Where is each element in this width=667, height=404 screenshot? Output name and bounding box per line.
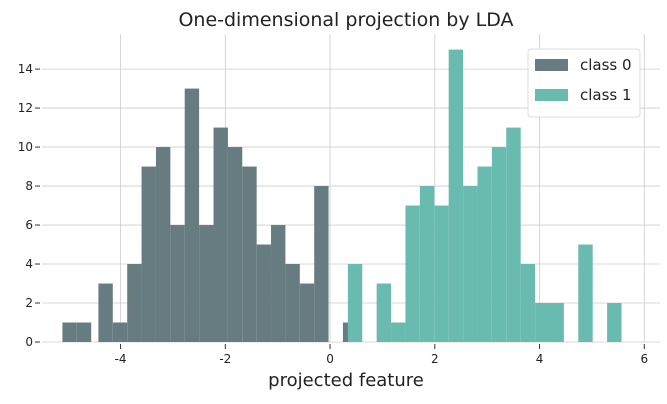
legend: class 0 class 1 — [527, 48, 641, 118]
histogram-bar-class-0 — [112, 322, 128, 342]
histogram-bar-class-0 — [227, 147, 243, 342]
y-tick-label: 8 — [25, 179, 33, 193]
histogram-bar-class-1 — [448, 49, 464, 342]
legend-label: class 0 — [580, 56, 632, 74]
x-tick-label: 6 — [640, 352, 648, 366]
histogram-bar-class-0 — [184, 88, 200, 342]
histogram-bars — [62, 49, 622, 343]
histogram-bar-class-0 — [155, 147, 171, 342]
histogram-bar-class-0 — [170, 225, 185, 342]
x-tick-label: 2 — [431, 352, 439, 366]
histogram-bar-class-0 — [199, 225, 214, 342]
x-tick-label: 0 — [326, 352, 334, 366]
y-tick-label: 4 — [25, 257, 33, 271]
histogram-bar-class-1 — [376, 283, 392, 342]
histogram-bar-class-1 — [535, 303, 550, 342]
histogram-bar-class-1 — [491, 147, 507, 342]
histogram-bar-class-1 — [506, 127, 521, 343]
histogram-bar-class-1 — [578, 244, 593, 342]
histogram-bar-class-0 — [256, 244, 272, 342]
x-axis-label: projected feature — [268, 370, 424, 391]
histogram-bar-class-0 — [299, 283, 315, 342]
histogram-bar-class-0 — [76, 322, 92, 342]
legend-label: class 1 — [580, 86, 632, 104]
histogram-bar-class-1 — [477, 166, 492, 342]
y-tick-label: 14 — [18, 62, 33, 76]
histogram-bar-class-0 — [213, 127, 228, 343]
legend-swatch — [535, 89, 568, 101]
x-tick-label: -4 — [115, 352, 127, 366]
histogram-bar-class-0 — [285, 264, 300, 342]
histogram-bar-class-0 — [141, 166, 156, 342]
histogram-bar-class-1 — [347, 264, 363, 342]
x-tick-label: -2 — [219, 352, 231, 366]
x-tick-label: 4 — [536, 352, 544, 366]
histogram-bar-class-1 — [405, 205, 420, 342]
histogram-bar-class-0 — [314, 186, 329, 342]
histogram-bar-class-1 — [607, 303, 622, 342]
y-tick-label: 6 — [25, 218, 33, 232]
histogram-bar-class-1 — [463, 186, 478, 342]
histogram-bar-class-1 — [434, 205, 449, 342]
histogram-bar-class-0 — [98, 283, 113, 342]
histogram-bar-class-0 — [271, 225, 286, 342]
y-tick-label: 12 — [18, 101, 33, 115]
legend-swatch — [535, 59, 568, 71]
histogram-bar-class-1 — [549, 303, 564, 342]
histogram-bar-class-0 — [62, 322, 77, 342]
y-tick-label: 10 — [18, 140, 33, 154]
histogram-bar-class-1 — [520, 264, 536, 342]
axis-ticks: 0 2 4 6 8 10 12 14 -4 -2 0 2 4 6 — [18, 62, 648, 366]
histogram-bar-class-0 — [127, 264, 142, 342]
y-tick-label: 2 — [25, 296, 33, 310]
y-tick-label: 0 — [25, 335, 33, 349]
histogram-bar-class-0 — [242, 166, 257, 342]
histogram-bar-class-1 — [419, 186, 435, 342]
histogram-bar-class-1 — [391, 322, 406, 342]
chart-title: One-dimensional projection by LDA — [178, 9, 513, 31]
